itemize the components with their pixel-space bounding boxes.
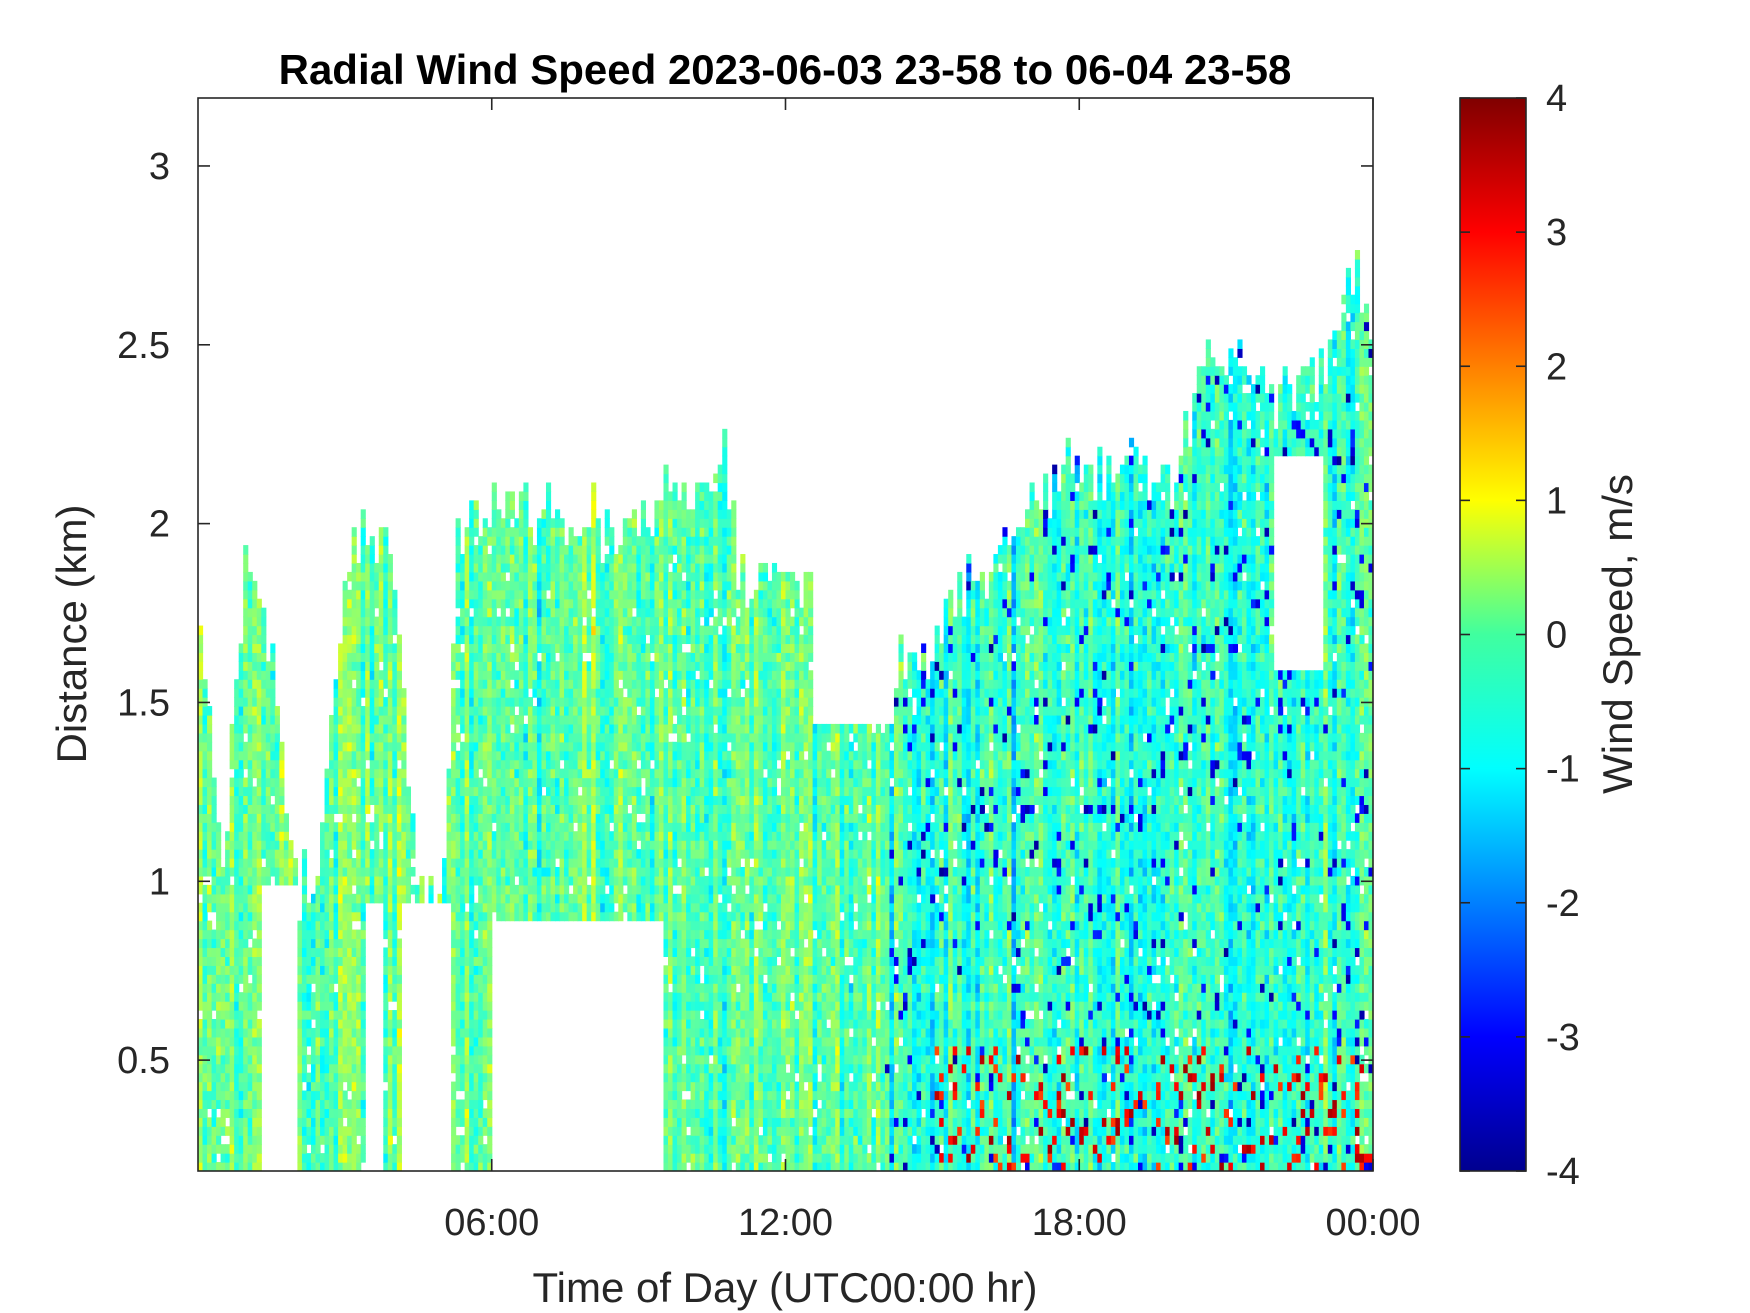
colorbar-tick-label: 4: [1546, 78, 1567, 120]
colorbar-tick-label: -2: [1546, 883, 1580, 925]
colorbar-tick-label: 0: [1546, 615, 1567, 657]
colorbar: [1459, 97, 1527, 1172]
x-tick-label: 06:00: [444, 1202, 539, 1244]
y-tick-label: 1.5: [117, 682, 170, 724]
y-axis: 0.5 1 1.5 2 2.5 3: [117, 146, 1373, 1082]
colorbar-tick-label: 2: [1546, 346, 1567, 388]
y-axis-label: Distance (km): [48, 504, 95, 763]
colorbar-tick-label: -4: [1546, 1151, 1580, 1193]
colorbar-label: Wind Speed, m/s: [1594, 474, 1641, 794]
x-tick-label: 00:00: [1325, 1202, 1420, 1244]
x-tick-label: 12:00: [738, 1202, 833, 1244]
y-tick-label: 3: [149, 146, 170, 188]
x-axis-label: Time of Day (UTC00:00 hr): [533, 1264, 1038, 1311]
colorbar-tick-label: -1: [1546, 749, 1580, 791]
colorbar-axis: 4 3 2 1 0 -1 -2 -3 -4: [1460, 78, 1580, 1193]
x-axis: 06:00 12:00 18:00 00:00: [444, 98, 1421, 1244]
y-tick-label: 2: [149, 504, 170, 546]
x-tick-label: 18:00: [1032, 1202, 1127, 1244]
y-tick-label: 2.5: [117, 325, 170, 367]
y-tick-label: 1: [149, 861, 170, 903]
colorbar-tick-label: 1: [1546, 480, 1567, 522]
chart-title: Radial Wind Speed 2023-06-03 23-58 to 06…: [279, 46, 1292, 93]
colorbar-tick-label: -3: [1546, 1017, 1580, 1059]
heatmap: [198, 250, 1373, 1171]
y-tick-label: 0.5: [117, 1040, 170, 1082]
colorbar-tick-label: 3: [1546, 212, 1567, 254]
